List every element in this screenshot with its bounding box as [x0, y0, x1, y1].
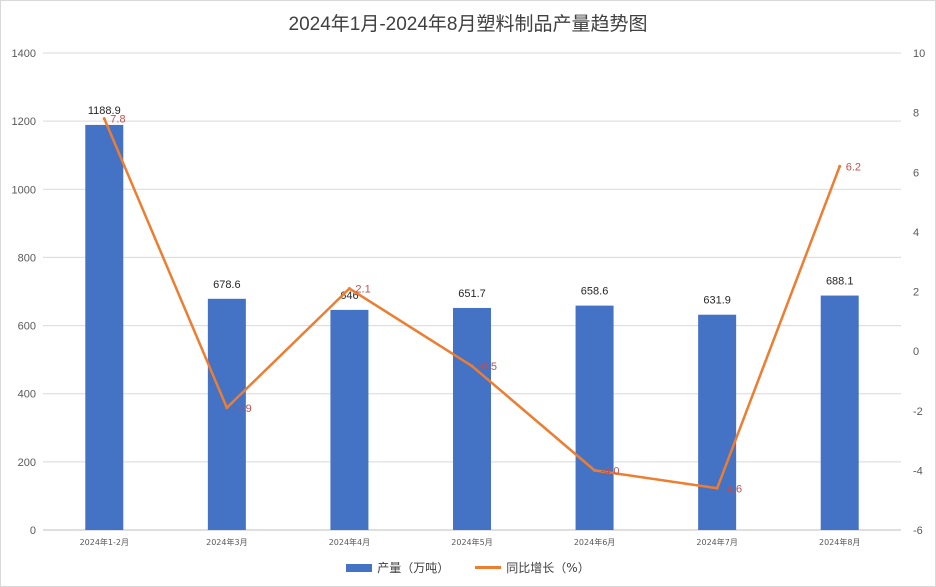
legend: 产量（万吨） 同比增长（%）	[1, 559, 935, 576]
chart-title: 2024年1月-2024年8月塑料制品产量趋势图	[288, 14, 648, 35]
bar	[85, 124, 124, 530]
bar-data-label: 631.9	[703, 295, 731, 307]
legend-label-growth: 同比增长（%）	[506, 561, 590, 575]
y-right-tick-label: -2	[913, 406, 923, 418]
y-left-tick-label: 400	[18, 389, 36, 401]
bar	[453, 307, 491, 530]
y-left-tick-label: 1000	[12, 184, 36, 196]
x-tick-label: 2024年7月	[696, 537, 737, 547]
bar-data-label: 658.6	[581, 286, 609, 298]
line-point	[470, 364, 474, 368]
line-data-label: 6.2	[846, 161, 861, 173]
line-data-label: -4.6	[723, 483, 742, 495]
legend-label-production: 产量（万吨）	[377, 561, 450, 575]
line-point	[225, 406, 229, 410]
x-tick-label: 2024年4月	[329, 537, 370, 547]
line-data-label: -0.5	[478, 361, 497, 373]
bar	[820, 295, 859, 530]
x-tick-label: 2024年6月	[574, 537, 615, 547]
bar-data-label: 688.1	[826, 276, 854, 288]
bar	[575, 305, 614, 530]
bar-data-label: 651.7	[458, 288, 486, 300]
line-data-label: 2.1	[355, 284, 370, 296]
bar	[698, 314, 737, 530]
y-left-tick-label: 600	[18, 321, 36, 333]
y-right-tick-label: 4	[913, 227, 919, 239]
y-left-tick-label: 0	[30, 525, 36, 537]
line-point	[715, 486, 719, 490]
x-tick-label: 2024年3月	[206, 537, 247, 547]
y-right-tick-label: 10	[913, 48, 925, 60]
line-point	[838, 164, 842, 168]
legend-swatch-bar	[346, 563, 373, 572]
y-right-tick-label: -6	[913, 525, 923, 537]
bar-data-label: 1188.9	[88, 105, 121, 117]
bar	[207, 298, 246, 530]
line-data-label: 7.8	[110, 114, 125, 126]
bar-data-label: 678.6	[213, 279, 241, 291]
y-right-tick-label: 8	[913, 108, 919, 120]
legend-item-production[interactable]: 产量（万吨）	[346, 559, 449, 576]
bar	[330, 309, 369, 530]
line-point	[347, 287, 351, 291]
legend-item-growth[interactable]: 同比增长（%）	[475, 559, 590, 576]
y-left-tick-label: 800	[18, 252, 36, 264]
y-right-tick-label: 6	[913, 167, 919, 179]
x-tick-label: 2024年8月	[819, 537, 860, 547]
line-data-label: -1.9	[233, 403, 252, 415]
y-left-tick-label: 200	[18, 457, 36, 469]
legend-swatch-line	[475, 566, 502, 569]
line-data-label: -4.0	[601, 465, 620, 477]
y-left-tick-label: 1200	[12, 116, 36, 128]
y-left-tick-label: 1400	[12, 48, 36, 60]
line-point	[593, 468, 597, 472]
x-tick-label: 2024年1-2月	[80, 537, 129, 547]
line-point	[102, 117, 106, 121]
y-right-tick-label: 0	[913, 346, 919, 358]
y-right-tick-label: -4	[913, 465, 923, 477]
x-tick-label: 2024年5月	[451, 537, 492, 547]
y-right-tick-label: 2	[913, 287, 919, 299]
